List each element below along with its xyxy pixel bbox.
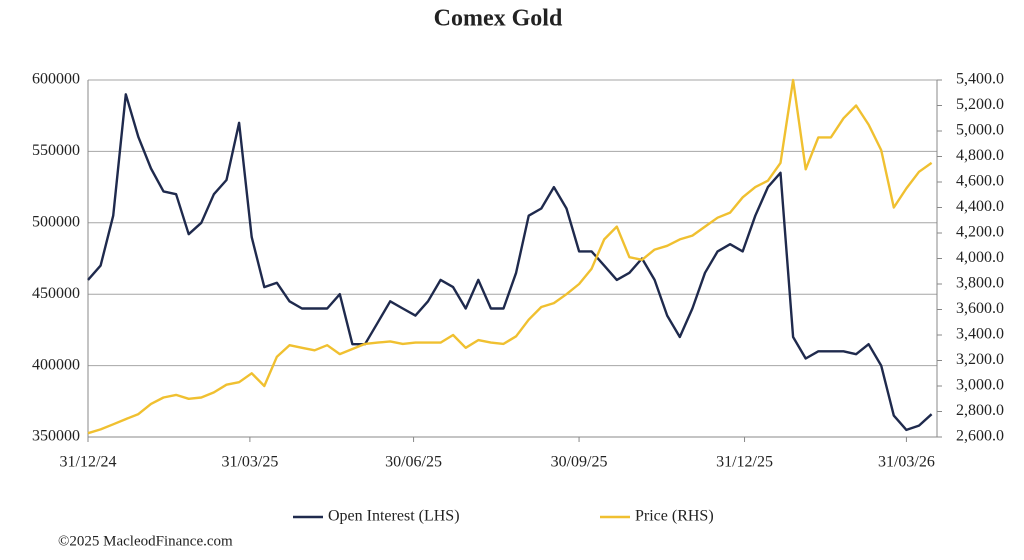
y-tick-label: 400000 [32, 356, 80, 373]
chart-title: Comex Gold [434, 6, 563, 32]
legend-label: Open Interest (LHS) [328, 508, 460, 525]
y2-tick-label: 5,200.0 [956, 96, 1004, 113]
y2-tick-label: 3,400.0 [956, 326, 1004, 343]
y-tick-label: 600000 [32, 71, 80, 88]
series-line [87, 78, 933, 435]
y2-tick-label: 4,400.0 [956, 198, 1004, 215]
series-line [87, 93, 933, 432]
x-tick-label: 31/12/24 [60, 454, 117, 471]
legend-label: Price (RHS) [635, 508, 714, 525]
y2-tick-label: 4,800.0 [956, 147, 1004, 164]
x-tick-label: 30/09/25 [551, 454, 608, 471]
y-tick-label: 550000 [32, 142, 80, 159]
y2-tick-label: 3,800.0 [956, 275, 1004, 292]
y2-tick-label: 5,000.0 [956, 122, 1004, 139]
y2-tick-label: 3,200.0 [956, 351, 1004, 368]
y-tick-label: 350000 [32, 428, 80, 445]
y2-tick-label: 4,000.0 [956, 249, 1004, 266]
y2-tick-label: 5,400.0 [956, 71, 1004, 88]
y2-tick-label: 4,600.0 [956, 173, 1004, 190]
y-tick-label: 500000 [32, 213, 80, 230]
y2-tick-label: 2,600.0 [956, 428, 1004, 445]
y2-tick-label: 2,800.0 [956, 402, 1004, 419]
copyright: ©2025 MacleodFinance.com [58, 533, 233, 549]
y2-tick-label: 3,000.0 [956, 377, 1004, 394]
x-tick-label: 31/03/25 [221, 454, 278, 471]
y2-tick-label: 3,600.0 [956, 300, 1004, 317]
x-tick-label: 31/12/25 [716, 454, 773, 471]
y2-tick-label: 4,200.0 [956, 224, 1004, 241]
x-tick-label: 31/03/26 [878, 454, 935, 471]
x-tick-label: 30/06/25 [385, 454, 442, 471]
y-tick-label: 450000 [32, 285, 80, 302]
